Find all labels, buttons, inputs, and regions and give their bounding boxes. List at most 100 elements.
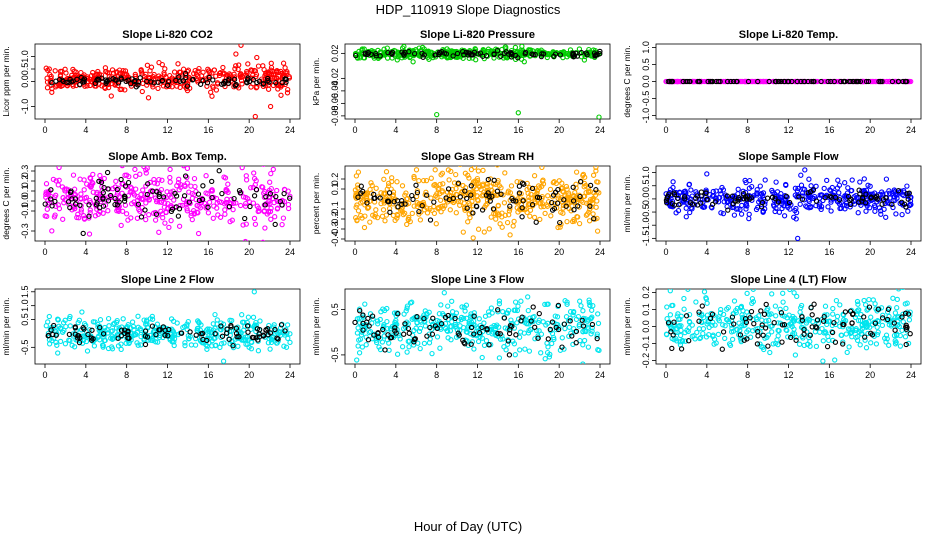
data-point [505, 51, 512, 57]
data-point [711, 193, 717, 199]
data-point [367, 219, 373, 225]
data-point [385, 180, 392, 187]
data-point [180, 78, 187, 84]
y-axis-label: ml/min per min. [1, 297, 11, 355]
data-point [128, 81, 134, 87]
data-point [488, 214, 494, 220]
data-point [114, 186, 120, 193]
data-point [838, 332, 844, 338]
data-point [716, 195, 722, 201]
series-2 [42, 168, 293, 237]
data-point [799, 193, 805, 199]
data-point [238, 77, 245, 84]
data-point [718, 306, 724, 313]
data-point [261, 166, 266, 167]
data-point [434, 334, 441, 340]
data-point [72, 201, 79, 207]
data-point [183, 202, 189, 208]
data-point [535, 335, 541, 341]
x-tick-label: 8 [745, 370, 750, 380]
series-2 [49, 71, 289, 90]
data-point [738, 337, 744, 343]
data-point [493, 216, 499, 222]
data-point [849, 320, 855, 326]
data-point [754, 190, 760, 196]
data-point [726, 341, 733, 347]
data-point [507, 232, 513, 238]
series-2 [355, 176, 599, 226]
y-tick-label: -0.5 [330, 347, 340, 363]
data-point [867, 324, 873, 330]
data-point [468, 192, 474, 198]
x-tick-label: 20 [865, 125, 875, 135]
data-point [904, 183, 910, 189]
data-point [699, 303, 705, 309]
data-point [88, 335, 94, 341]
data-point [880, 312, 886, 318]
data-point [575, 313, 582, 320]
data-point [750, 298, 757, 305]
data-point [199, 196, 206, 203]
data-point [840, 341, 846, 347]
data-point [825, 204, 831, 210]
data-point [411, 51, 418, 57]
data-point [122, 183, 129, 189]
data-point [363, 342, 369, 348]
data-point [176, 176, 182, 182]
data-point [185, 318, 191, 325]
data-point [214, 205, 220, 211]
points-layer [43, 44, 293, 119]
data-point [380, 207, 387, 213]
x-tick-label: 24 [906, 125, 916, 135]
data-point [808, 204, 814, 211]
data-point [486, 312, 492, 318]
data-point [265, 208, 272, 214]
data-point [735, 186, 741, 192]
data-point [781, 322, 788, 328]
data-point [507, 203, 513, 209]
data-point [53, 178, 59, 184]
data-point [542, 210, 548, 217]
data-point [518, 318, 524, 324]
x-tick-label: 24 [906, 247, 916, 257]
data-point [60, 216, 66, 222]
data-point [424, 205, 430, 211]
data-point [858, 311, 864, 318]
data-point [112, 201, 118, 208]
data-point [669, 78, 675, 85]
data-point [687, 319, 693, 326]
data-point [184, 208, 190, 214]
x-tick-label: 4 [83, 370, 88, 380]
data-point [593, 187, 599, 193]
data-point [686, 182, 692, 188]
data-point [809, 312, 815, 318]
data-point [81, 216, 88, 222]
data-point [217, 70, 224, 76]
data-point [531, 313, 537, 320]
data-point [842, 309, 849, 315]
data-point [805, 190, 811, 196]
data-point [586, 299, 592, 306]
data-point [268, 336, 275, 343]
outlier-point [798, 172, 804, 178]
data-point [496, 298, 503, 304]
data-point [720, 329, 727, 335]
data-point [42, 201, 48, 207]
data-point [216, 198, 223, 205]
data-point [591, 216, 597, 222]
y-axis-label: kPa per min. [311, 58, 321, 106]
data-point [267, 208, 274, 215]
data-point [868, 340, 874, 346]
data-point [394, 211, 400, 218]
y-tick-label: -0.04 [330, 81, 340, 102]
data-point [209, 194, 215, 201]
data-point [432, 193, 439, 199]
data-point [243, 200, 249, 207]
data-point [531, 173, 538, 179]
data-point [567, 309, 574, 315]
data-point [209, 178, 215, 185]
data-point [785, 334, 791, 340]
panel-title: Slope Li-820 Pressure [420, 29, 535, 41]
data-point [437, 197, 444, 203]
data-point [67, 323, 73, 329]
